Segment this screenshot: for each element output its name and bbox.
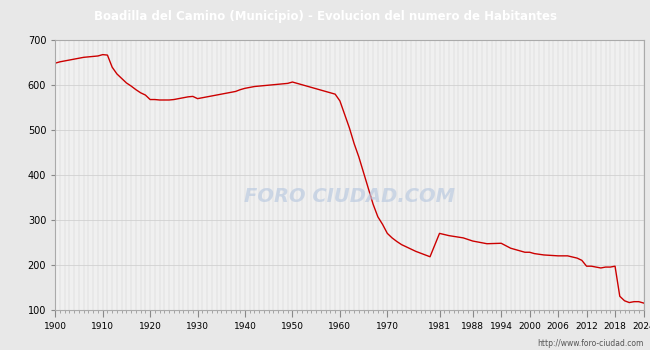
Text: Boadilla del Camino (Municipio) - Evolucion del numero de Habitantes: Boadilla del Camino (Municipio) - Evoluc…: [94, 10, 556, 23]
Text: FORO CIUDAD.COM: FORO CIUDAD.COM: [244, 187, 455, 206]
Text: http://www.foro-ciudad.com: http://www.foro-ciudad.com: [537, 339, 644, 348]
